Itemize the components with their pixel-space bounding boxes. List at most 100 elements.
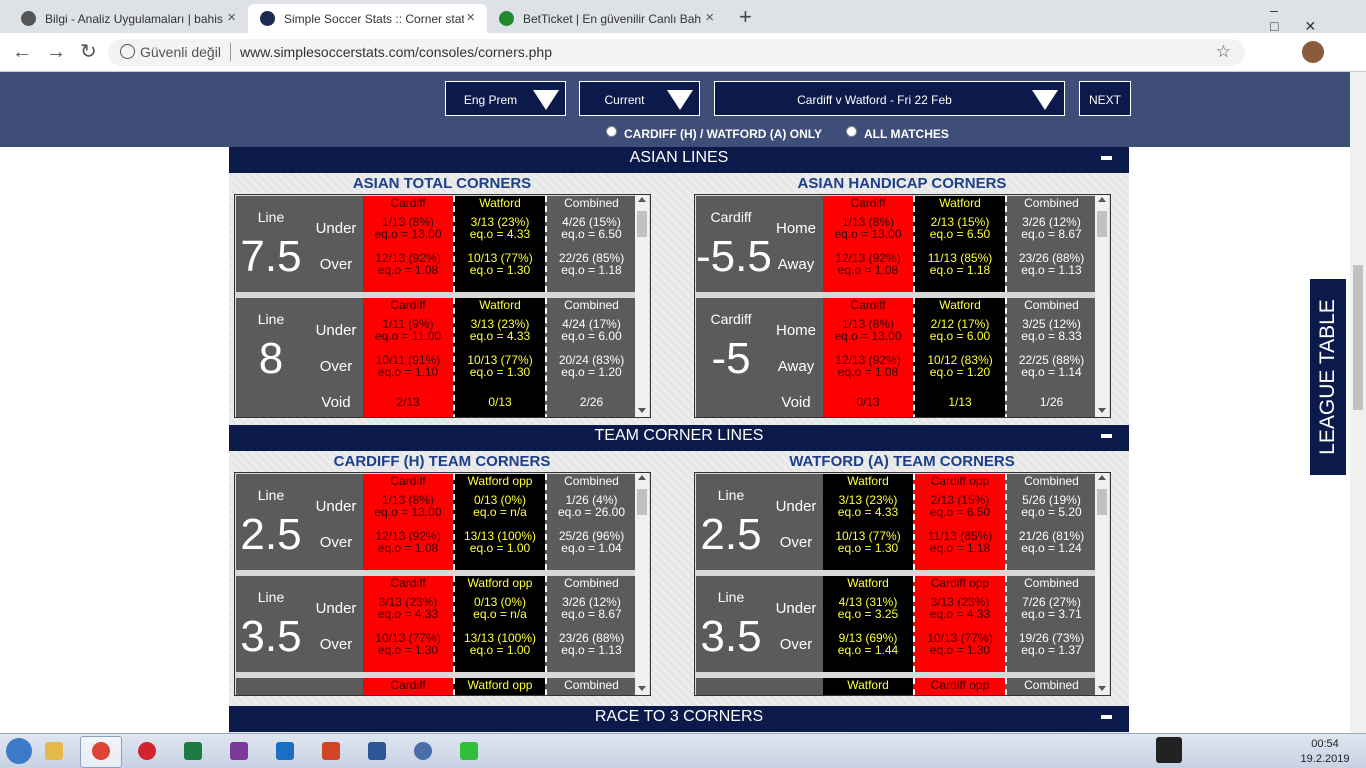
stat-line: eq.o = 13.00 (374, 505, 442, 519)
start-button[interactable] (6, 738, 32, 764)
stat-line: eq.o = 13.00 (834, 227, 902, 241)
line-value: 3.5 (240, 612, 302, 661)
collapse-icon[interactable] (1101, 434, 1112, 438)
taskbar-icon[interactable] (368, 742, 386, 760)
tab[interactable]: Simple Soccer Stats :: Corner stat × (248, 4, 487, 33)
column-header: Combined (1024, 678, 1079, 692)
panel-title: ASIAN HANDICAP CORNERS (797, 175, 1007, 192)
row-label: Under (775, 600, 817, 617)
stat-cell: 11/13 (85%) eq.o = 1.18 (915, 530, 1005, 556)
line-block: Cardiff 1/13 (8%) eq.o = 13.00 12/13 (92%) e… (696, 196, 1096, 292)
taskbar-icon[interactable] (276, 742, 294, 760)
row-label: Away (777, 256, 815, 273)
column: Cardiff 1/13 (8%) eq.o = 13.00 12/13 (92%) e… (823, 196, 913, 292)
taskbar-icon[interactable] (45, 742, 63, 760)
scrollbar[interactable] (1095, 195, 1109, 417)
column: Watford 3/13 (23%) eq.o = 4.33 10/13 (77%) e… (823, 474, 913, 570)
scroll-arrow[interactable] (638, 686, 646, 691)
stat-cell: 12/13 (92%) eq.o = 1.08 (363, 530, 453, 556)
stat-line: eq.o = 1.14 (1021, 365, 1082, 379)
next-button[interactable]: NEXT (1079, 81, 1131, 116)
taskbar-icon[interactable] (230, 742, 248, 760)
row-label: Over (779, 534, 813, 551)
row-label: Under (775, 498, 817, 515)
select[interactable]: Cardiff v Watford - Fri 22 Feb (714, 81, 1065, 116)
scroll-arrow[interactable] (1098, 197, 1106, 202)
section-bar[interactable]: ASIAN LINES (229, 147, 1129, 173)
collapse-icon[interactable] (1101, 715, 1112, 719)
stat-line: eq.o = 1.30 (837, 541, 899, 555)
taskbar-icon[interactable] (138, 742, 156, 760)
select[interactable]: Eng Prem (445, 81, 566, 116)
stat-line: 2/13 (15%) (930, 493, 990, 507)
section-bar[interactable]: TEAM CORNER LINES (229, 425, 1129, 451)
taskbar-icon[interactable] (322, 742, 340, 760)
panel[interactable]: Cardiff 1/13 (8%) eq.o = 13.00 12/13 (92%) e… (234, 472, 651, 696)
panel[interactable]: Cardiff 1/13 (8%) eq.o = 13.00 12/13 (92%) e… (234, 194, 651, 418)
taskbar-icon[interactable] (92, 742, 110, 760)
scrollbar[interactable] (1095, 473, 1109, 695)
line-value: 3.5 (700, 612, 762, 661)
scroll-arrow[interactable] (638, 197, 646, 202)
nav-buttons[interactable]: ←→↻ (12, 41, 111, 63)
scroll-arrow[interactable] (638, 475, 646, 480)
panel[interactable]: Cardiff 1/13 (8%) eq.o = 13.00 12/13 (92%) e… (694, 194, 1111, 418)
stat-cell: 1/13 (8%) eq.o = 13.00 (823, 216, 913, 242)
window-controls[interactable]: –□✕ (1270, 2, 1343, 34)
stat-line: eq.o = 1.10 (377, 365, 439, 379)
stat-cell: 23/26 (88%) eq.o = 1.13 (547, 632, 636, 658)
stat-cell: 2/12 (17%) eq.o = 6.00 (915, 318, 1005, 344)
stat-cell: 2/13 (15%) eq.o = 6.50 (915, 494, 1005, 520)
stat-line: eq.o = 11.00 (374, 329, 442, 343)
avatar[interactable] (1302, 41, 1324, 63)
line-block: Watford 3/13 (23%) eq.o = 4.33 10/13 (77%) e… (696, 474, 1096, 570)
league-table-tab[interactable]: LEAGUE TABLE (1308, 277, 1348, 477)
scroll-arrow[interactable] (1098, 686, 1106, 691)
stat-line: eq.o = 8.33 (1021, 329, 1082, 343)
stat-line: 2/26 (579, 395, 604, 409)
scrollbar[interactable] (635, 473, 649, 695)
omnibox[interactable]: Güvenli değil www.simplesoccerstats.com/… (108, 39, 1245, 66)
stat-line: eq.o = 4.33 (929, 607, 991, 621)
stat-line: eq.o = 1.20 (929, 365, 991, 379)
stat-line: 22/26 (85%) (558, 251, 625, 265)
tab-bar: Bilgi - Analiz Uygulamaları | bahis × Sim… (0, 0, 1366, 34)
stat-cell: 0/13 (0%) eq.o = n/a (455, 596, 545, 622)
tab[interactable]: BetTicket | En güvenilir Canlı Bah × (487, 4, 726, 33)
stat-line: 10/13 (77%) (927, 631, 993, 645)
stat-line: eq.o = 1.13 (561, 643, 622, 657)
tray-icon[interactable] (1156, 737, 1182, 763)
stat-cell: 0/13 (823, 396, 913, 417)
stat-cell: 3/26 (12%) eq.o = 8.67 (1007, 216, 1096, 242)
taskbar-icon[interactable] (460, 742, 478, 760)
stat-cell: 3/13 (23%) eq.o = 4.33 (455, 216, 545, 242)
stat-cell: 12/13 (92%) eq.o = 1.08 (823, 252, 913, 278)
stat-cell: 1/13 (8%) eq.o = 13.00 (363, 216, 453, 242)
collapse-icon[interactable] (1101, 156, 1112, 160)
new-tab[interactable]: + (739, 4, 752, 29)
panel[interactable]: Watford 3/13 (23%) eq.o = 4.33 10/13 (77%) e… (694, 472, 1111, 696)
line-block: Cardiff 1/13 (8%) eq.o = 13.00 12/13 (92%) e… (696, 298, 1096, 417)
column-header: Watford (847, 576, 889, 590)
scroll-arrow[interactable] (1098, 475, 1106, 480)
tab-title: BetTicket | En güvenilir Canlı Bah (523, 12, 702, 26)
row-label: Under (315, 498, 357, 515)
scroll-arrow[interactable] (638, 408, 646, 413)
stat-line: eq.o = 1.20 (561, 365, 622, 379)
tab[interactable]: Bilgi - Analiz Uygulamaları | bahis × (9, 4, 248, 33)
stat-cell: 10/13 (77%) eq.o = 1.30 (455, 354, 545, 380)
radio[interactable]: CARDIFF (H) / WATFORD (A) ONLY (606, 126, 822, 141)
taskbar-icon[interactable] (414, 742, 432, 760)
stat-line: eq.o = 4.33 (837, 505, 899, 519)
stat-cell: 11/13 (85%) eq.o = 1.18 (915, 252, 1005, 278)
column-header: Cardiff (850, 196, 886, 210)
taskbar-icon[interactable] (184, 742, 202, 760)
section-bar[interactable]: RACE TO 3 CORNERS (229, 706, 1129, 732)
scroll-thumb (1097, 489, 1107, 515)
page-scrollbar[interactable] (1350, 72, 1366, 733)
select[interactable]: Current (579, 81, 700, 116)
column: Combined 4/24 (17%) eq.o = 6.00 20/24 (83%)… (545, 298, 636, 417)
scrollbar[interactable] (635, 195, 649, 417)
scroll-arrow[interactable] (1098, 408, 1106, 413)
radio[interactable]: ALL MATCHES (846, 126, 949, 141)
